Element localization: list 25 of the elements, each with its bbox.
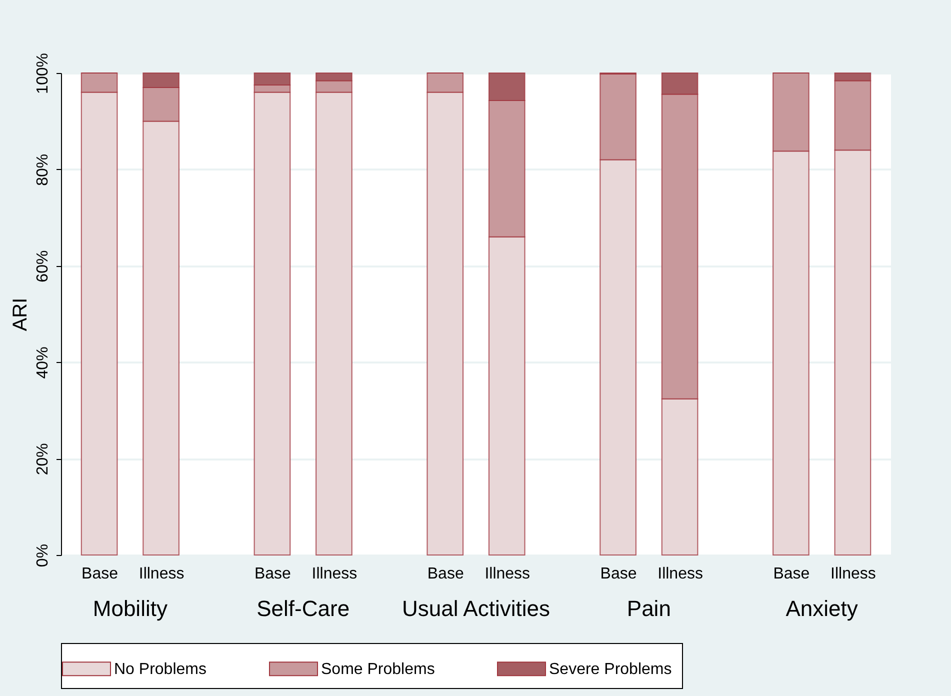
- y-tick-label: 100%: [34, 53, 52, 94]
- y-tick-label: 0%: [34, 544, 52, 568]
- y-tick-label: 80%: [34, 154, 52, 186]
- x-tick-label: Base: [427, 566, 464, 582]
- y-tick-label: 60%: [34, 250, 52, 282]
- legend-label: No Problems: [114, 660, 206, 678]
- x-tick-label: Illness: [484, 566, 530, 582]
- y-axis-title: ARI: [10, 298, 32, 332]
- text: Self-Care: [256, 596, 350, 621]
- x-tick-label: Illness: [312, 566, 358, 582]
- x-tick-label: Illness: [830, 566, 876, 582]
- legend-label: Severe Problems: [549, 660, 672, 678]
- text: Anxiety: [786, 596, 858, 621]
- x-tick-label: Illness: [658, 566, 703, 582]
- y-tick-label: 20%: [34, 443, 52, 476]
- x-tick-label: Base: [773, 566, 810, 582]
- text: Usual Activities: [402, 596, 550, 621]
- x-tick-label: Illness: [138, 566, 184, 582]
- x-tick-label: Base: [82, 566, 118, 582]
- text: Pain: [626, 596, 671, 621]
- text: Mobility: [92, 596, 168, 621]
- y-tick-label: 40%: [34, 346, 52, 379]
- x-tick-label: Base: [254, 566, 292, 582]
- x-tick-label: Base: [600, 566, 637, 582]
- legend-label: Some Problems: [321, 660, 435, 678]
